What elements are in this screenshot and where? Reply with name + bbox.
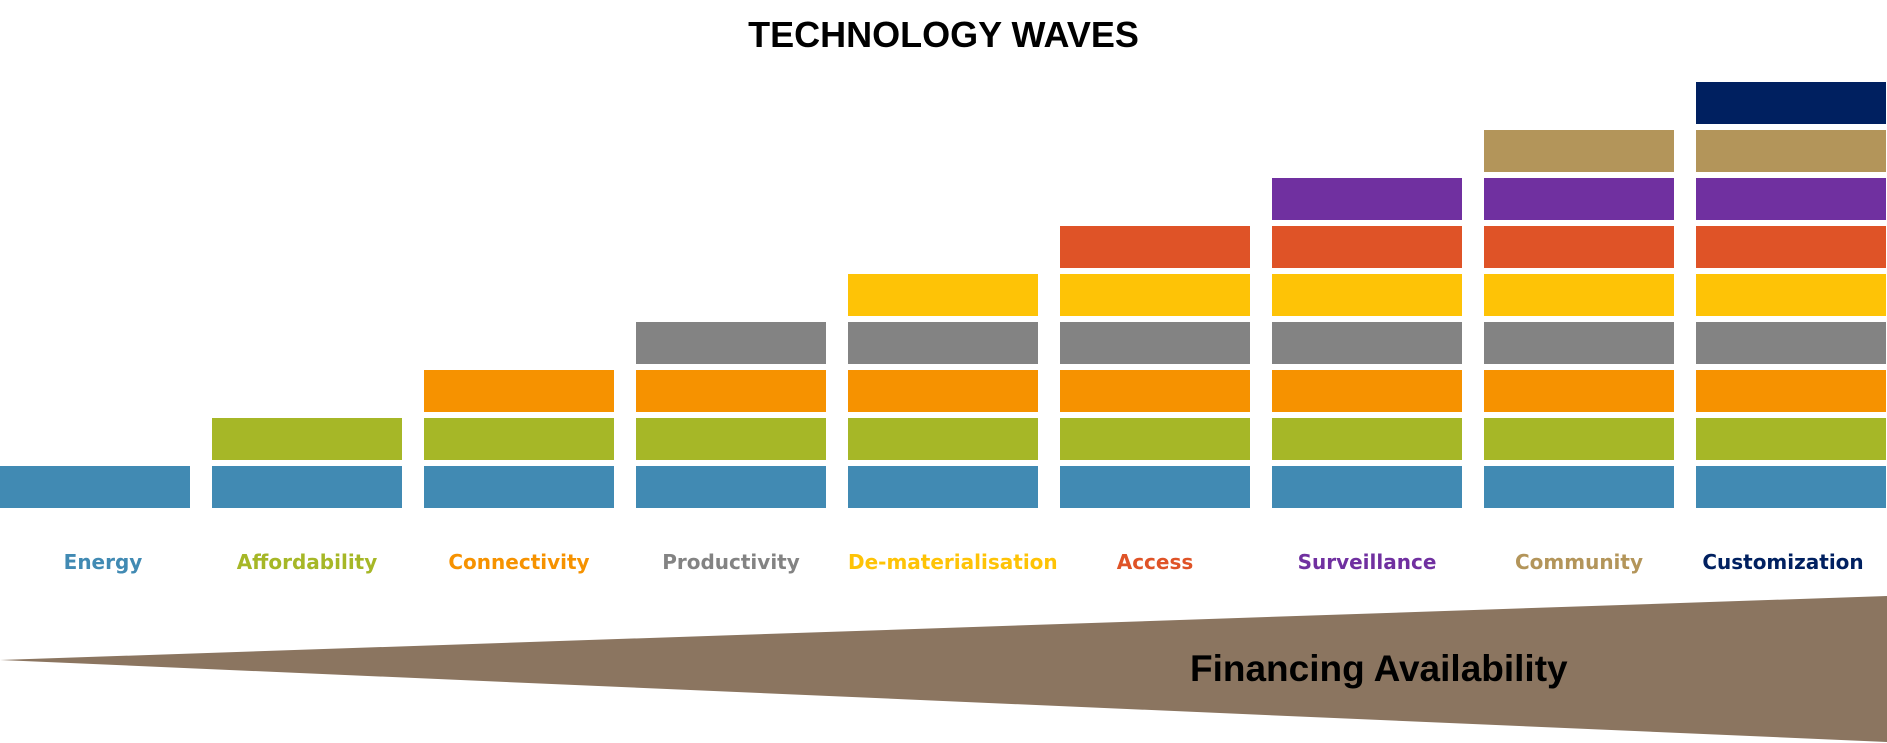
- wave-label: Affordability: [236, 550, 378, 574]
- wave-label: Surveillance: [1297, 550, 1437, 574]
- wave-label: Productivity: [662, 550, 800, 574]
- wave-block: [636, 370, 826, 412]
- wave-block: [848, 274, 1038, 316]
- wave-block: [424, 418, 614, 460]
- wave-block: [1696, 322, 1886, 364]
- wave-block: [1696, 82, 1886, 124]
- wave-block: [848, 418, 1038, 460]
- wave-block: [1484, 130, 1674, 172]
- wave-block: [1484, 466, 1674, 508]
- wave-block: [1696, 226, 1886, 268]
- wave-block: [1272, 178, 1462, 220]
- wave-block: [1696, 178, 1886, 220]
- wave-block: [1060, 466, 1250, 508]
- wave-block: [1272, 322, 1462, 364]
- wave-block: [1484, 274, 1674, 316]
- wave-block: [848, 322, 1038, 364]
- wave-block: [1484, 322, 1674, 364]
- wave-label: Access: [1116, 550, 1194, 574]
- wave-block: [1272, 274, 1462, 316]
- wave-block: [0, 466, 190, 508]
- page-title: TECHNOLOGY WAVES: [748, 14, 1139, 55]
- wave-block: [1272, 466, 1462, 508]
- wave-block: [1484, 370, 1674, 412]
- wave-block: [1272, 418, 1462, 460]
- wave-block: [1060, 418, 1250, 460]
- wave-block: [1696, 370, 1886, 412]
- wave-block: [212, 418, 402, 460]
- wave-block: [848, 370, 1038, 412]
- wave-block: [1272, 226, 1462, 268]
- wave-block: [1060, 226, 1250, 268]
- wave-block: [1060, 370, 1250, 412]
- wave-block: [212, 466, 402, 508]
- wave-block: [1696, 274, 1886, 316]
- wave-label: Connectivity: [448, 550, 590, 574]
- wave-block: [1484, 178, 1674, 220]
- wave-block: [1060, 322, 1250, 364]
- wave-label: Community: [1514, 550, 1644, 574]
- wave-block: [1484, 418, 1674, 460]
- wave-block: [848, 466, 1038, 508]
- wave-label: Energy: [63, 550, 143, 574]
- wave-block: [1484, 226, 1674, 268]
- wave-block: [1696, 466, 1886, 508]
- wave-label: Customization: [1702, 550, 1864, 574]
- wave-block: [424, 466, 614, 508]
- wave-block: [636, 418, 826, 460]
- wave-block: [636, 322, 826, 364]
- wave-block: [1696, 130, 1886, 172]
- technology-waves-diagram: [0, 82, 1886, 508]
- wave-block: [1060, 274, 1250, 316]
- wave-block: [424, 370, 614, 412]
- wave-block: [1696, 418, 1886, 460]
- financing-wedge: [0, 596, 1887, 742]
- wave-block: [1272, 370, 1462, 412]
- wave-block: [636, 466, 826, 508]
- financing-wedge-shape: [0, 596, 1887, 742]
- wave-label: De-materialisation: [848, 550, 1058, 574]
- financing-availability-label: Financing Availability: [1190, 648, 1568, 689]
